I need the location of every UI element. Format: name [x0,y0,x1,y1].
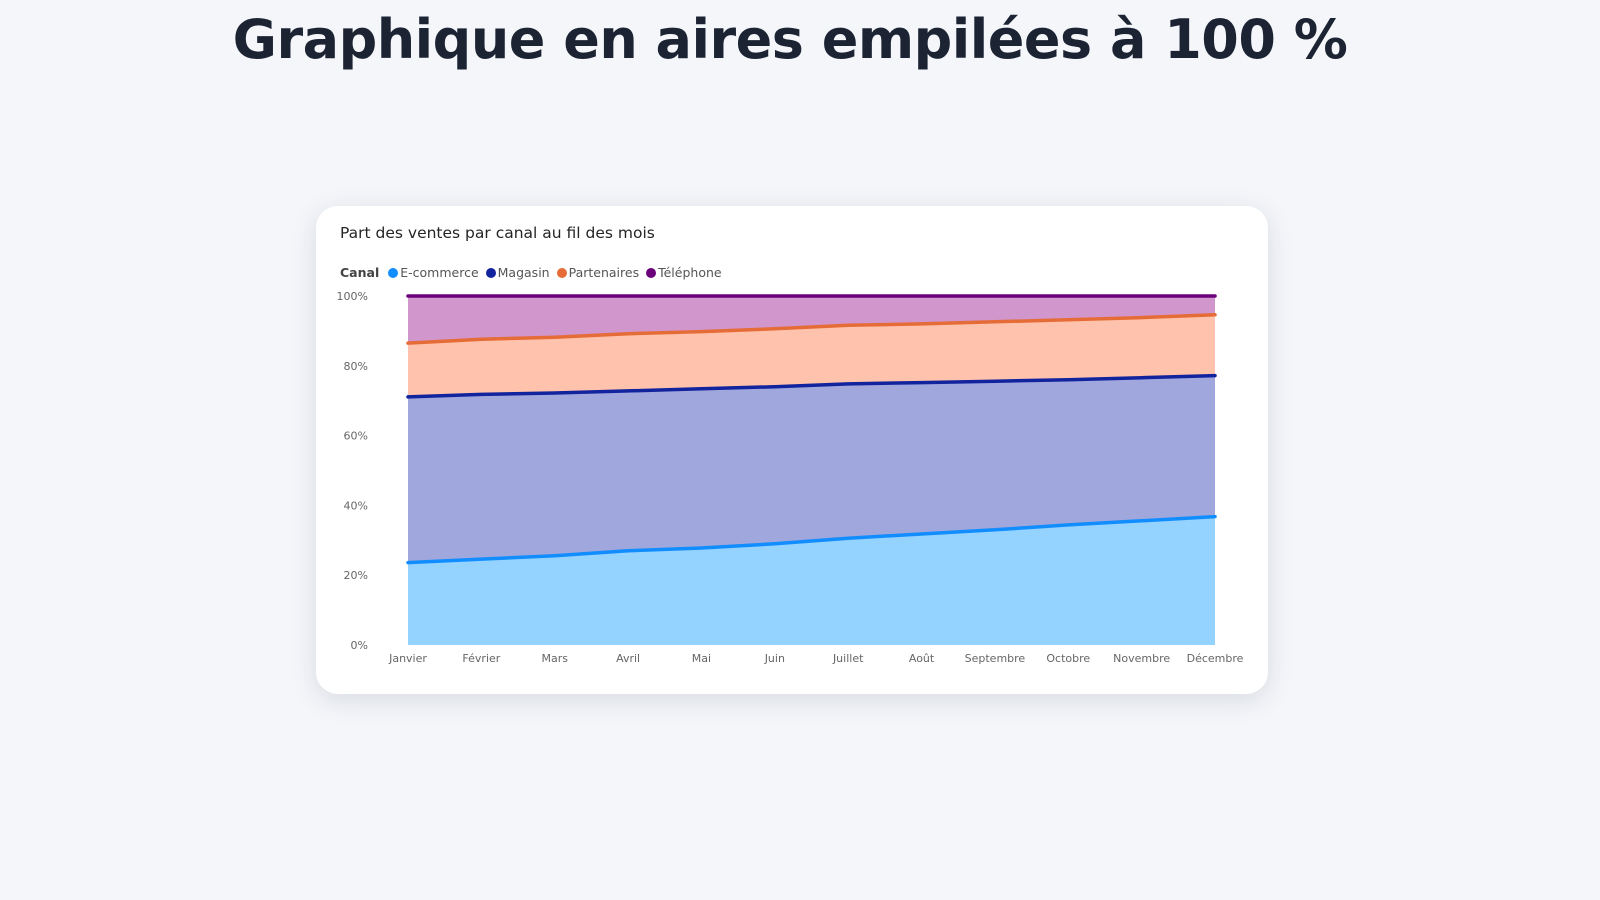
area-e-commerce[interactable] [408,516,1215,645]
line-magasin[interactable] [406,373,1217,399]
legend-dot-icon [388,267,399,278]
legend-label: Magasin [497,265,550,280]
y-tick-label: 0% [351,639,368,652]
x-tick-label: Avril [616,652,640,665]
x-tick-label: Février [462,652,500,665]
x-tick-label: Juillet [832,652,864,665]
legend-item-magasin[interactable]: Magasin [485,265,550,280]
y-tick-label: 60% [344,430,368,443]
x-tick-label: Novembre [1113,652,1170,665]
legend-dot-icon [556,267,567,278]
chart-card: Part des ventes par canal au fil des moi… [316,206,1268,694]
legend-dot-icon [485,267,496,278]
x-tick-label: Mars [541,652,568,665]
legend-item-partenaires[interactable]: Partenaires [556,265,640,280]
y-tick-label: 80% [344,360,368,373]
line-partenaires[interactable] [406,313,1217,345]
x-tick-label: Mai [692,652,711,665]
legend-item-e-commerce[interactable]: E-commerce [388,265,479,280]
plot-area: 0% 20% 40% 60% 80% 100% Janvier Février Mars Avri… [337,290,1244,665]
page-title: Graphique en aires empilées à 100 % [232,8,1348,71]
y-tick-label: 20% [344,569,368,582]
x-tick-label: Décembre [1187,652,1244,665]
area-t-l-phone[interactable] [408,296,1215,344]
x-tick-label: Juin [764,652,785,665]
y-tick-label: 100% [337,290,368,303]
x-tick-label: Janvier [388,652,427,665]
legend-dot-icon [646,267,657,278]
chart-legend: Canal E-commerce Magasin Partenaires Tél… [340,265,729,280]
legend-item-telephone[interactable]: Téléphone [646,265,722,280]
x-tick-label: Septembre [965,652,1026,665]
legend-label: Téléphone [658,265,722,280]
area-magasin[interactable] [408,375,1215,563]
y-tick-label: 40% [344,499,368,512]
x-tick-label: Octobre [1046,652,1090,665]
legend-title: Canal [340,265,380,280]
chart-title: Part des ventes par canal au fil des moi… [340,224,655,242]
x-tick-label: Août [909,652,935,665]
legend-label: E-commerce [400,265,479,280]
legend-label: Partenaires [568,265,640,280]
line-e-commerce[interactable] [406,514,1217,565]
